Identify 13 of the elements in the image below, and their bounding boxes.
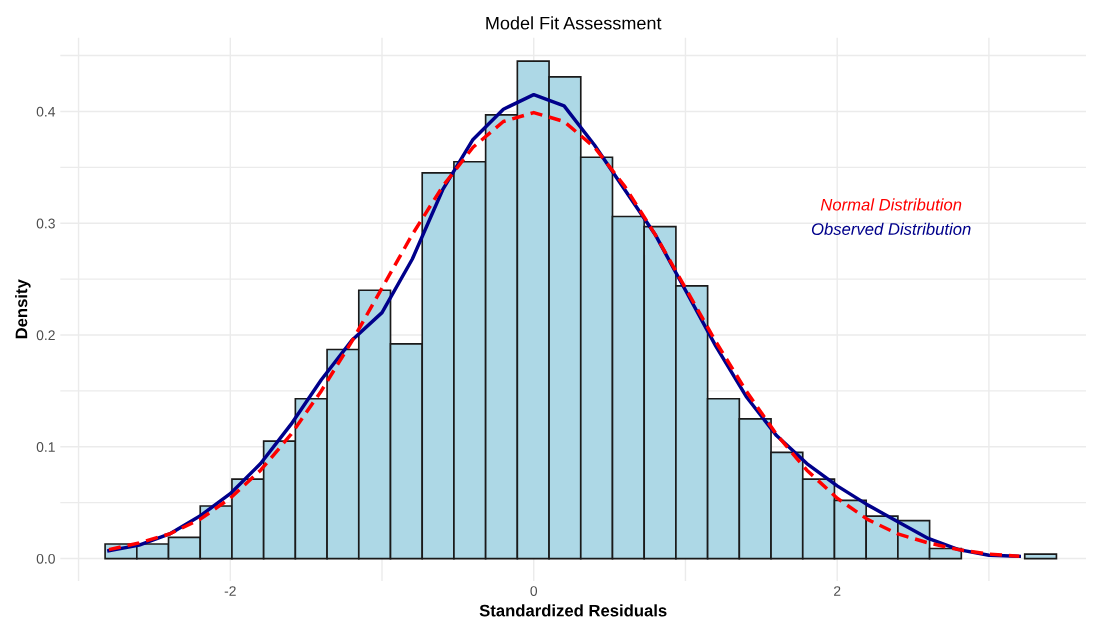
x-tick-label: -2 <box>224 586 236 596</box>
y-axis-title: Density <box>15 279 31 339</box>
text: Observed Distribution <box>811 222 971 235</box>
chart-title: Model Fit Assessment <box>486 16 662 30</box>
x-tick-label: 2 <box>834 586 841 596</box>
y-tick-label: 0.2 <box>36 330 55 341</box>
y-tick-label: 0.1 <box>36 442 55 452</box>
y-tick-label: 0.0 <box>36 553 55 564</box>
text: Normal Distribution <box>820 198 962 211</box>
y-tick-label: 0.4 <box>36 106 56 117</box>
y-tick-label: 0.3 <box>36 218 55 229</box>
x-tick-label: 0 <box>530 586 538 596</box>
x-axis-title: Standardized Residuals <box>479 604 667 617</box>
